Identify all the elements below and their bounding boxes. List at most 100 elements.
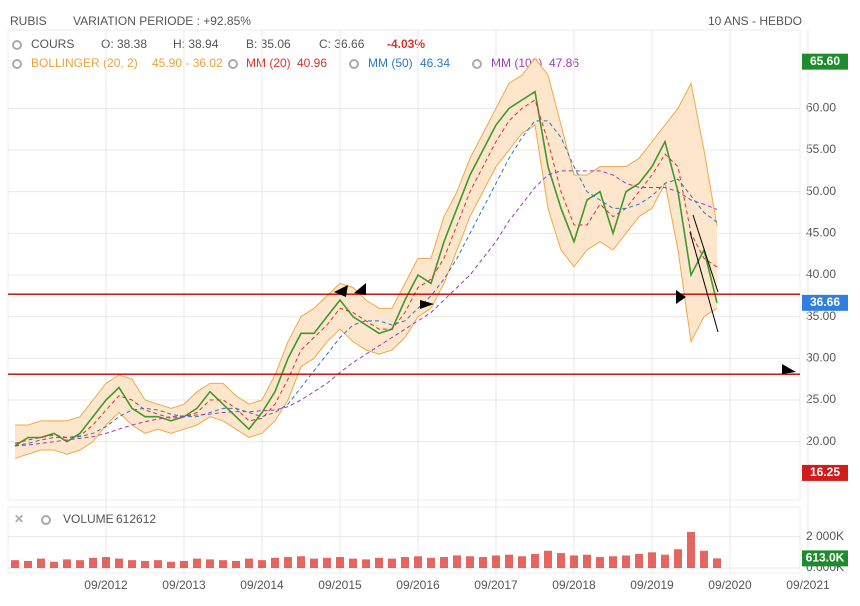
trend-line xyxy=(692,214,719,293)
gear-icon[interactable] xyxy=(349,59,359,69)
price-line xyxy=(14,90,718,447)
legend-high: H: 38.94 xyxy=(173,37,219,51)
x-tick-label: 09/2018 xyxy=(552,578,596,592)
legend-mm100-value: 47.86 xyxy=(549,56,579,70)
x-tick-label: 09/2012 xyxy=(84,578,128,592)
volume-bar xyxy=(609,556,617,568)
price-badge xyxy=(802,464,848,481)
arrow xyxy=(354,283,366,295)
volume-bar xyxy=(596,557,604,568)
arrow xyxy=(676,290,686,304)
x-tick-label: 09/2021 xyxy=(786,578,830,592)
x-tick-label: 09/2019 xyxy=(630,578,674,592)
volume-bar xyxy=(11,560,19,568)
legend-volume-value: 612612 xyxy=(116,512,156,526)
volume-bar xyxy=(479,557,487,568)
y-tick-label: 25.00 xyxy=(806,392,836,406)
volume-bar xyxy=(310,558,318,568)
volume-bar xyxy=(635,553,643,568)
volume-bar xyxy=(219,560,227,568)
bollinger-band xyxy=(15,58,717,459)
legend-open: O: 38.38 xyxy=(101,37,147,51)
volume-bar xyxy=(154,560,162,568)
volume-bar xyxy=(271,557,279,568)
x-tick-label: 09/2017 xyxy=(474,578,518,592)
volume-bar xyxy=(180,560,188,568)
volume-bar xyxy=(466,556,474,568)
volume-bar xyxy=(388,558,396,568)
volume-bar xyxy=(700,550,708,568)
gear-icon[interactable] xyxy=(228,59,238,69)
y-tick-label: 20.00 xyxy=(806,434,836,448)
arrow xyxy=(782,364,796,374)
volume-bar xyxy=(245,558,253,568)
volume-bar xyxy=(349,558,357,568)
volume-tick-label: 2 000K xyxy=(806,529,844,543)
volume-bar xyxy=(102,557,110,568)
x-tick-label: 09/2015 xyxy=(318,578,362,592)
moving-average xyxy=(14,170,718,447)
volume-bar xyxy=(297,556,305,568)
price-badge-label: 16.25 xyxy=(810,465,840,479)
volume-panel xyxy=(7,506,801,574)
volume-bar xyxy=(674,549,682,568)
y-tick-label: 40.00 xyxy=(806,267,836,281)
y-tick-label: 30.00 xyxy=(806,351,836,365)
x-tick-label: 09/2020 xyxy=(708,578,752,592)
moving-average xyxy=(14,99,718,444)
gear-icon[interactable] xyxy=(41,515,51,525)
volume-bar xyxy=(557,553,565,568)
volume-bar xyxy=(76,560,84,568)
volume-bar xyxy=(648,552,656,568)
price-badge-label: 65.60 xyxy=(810,54,840,68)
volume-bar xyxy=(115,558,123,568)
volume-bar xyxy=(336,557,344,568)
price-badge xyxy=(802,294,848,311)
volume-bar xyxy=(440,557,448,568)
volume-bar xyxy=(518,556,526,568)
plot-frame xyxy=(7,29,801,501)
volume-bar xyxy=(206,559,214,568)
volume-badge-label: 613.0K xyxy=(806,551,845,565)
bollinger-upper xyxy=(15,57,718,426)
volume-bar xyxy=(453,555,461,568)
legend-mm50-value: 46.34 xyxy=(420,56,450,70)
volume-bar xyxy=(37,558,45,568)
volume-bar xyxy=(323,557,331,568)
volume-bar xyxy=(401,557,409,568)
close-icon[interactable]: ✕ xyxy=(14,512,24,526)
volume-bar xyxy=(583,554,591,568)
legend-mm20-value: 40.96 xyxy=(297,56,327,70)
price-badge xyxy=(802,53,848,70)
gear-icon[interactable] xyxy=(12,59,22,69)
legend-change: -4.03% xyxy=(387,37,425,51)
legend-bollinger: BOLLINGER (20, 2) xyxy=(31,56,138,70)
arrow xyxy=(334,285,348,297)
volume-bar xyxy=(89,557,97,568)
legend-close: C: 36.66 xyxy=(319,37,365,51)
price-badge-label: 36.66 xyxy=(810,295,840,309)
x-tick-label: 09/2016 xyxy=(396,578,440,592)
volume-bar xyxy=(427,557,435,568)
gear-icon[interactable] xyxy=(472,59,482,69)
volume-bar xyxy=(63,559,71,568)
volume-bar xyxy=(713,558,721,568)
y-tick-label: 45.00 xyxy=(806,226,836,240)
y-tick-label: 35.00 xyxy=(806,309,836,323)
variation: VARIATION PERIODE : +92.85% xyxy=(73,14,251,28)
arrow xyxy=(420,300,434,309)
volume-bar xyxy=(167,561,175,568)
x-tick-label: 09/2013 xyxy=(162,578,206,592)
gear-icon[interactable] xyxy=(12,40,22,50)
trend-line xyxy=(689,231,719,333)
volume-bar xyxy=(505,554,513,568)
volume-bar xyxy=(362,559,370,568)
volume-bar xyxy=(50,561,58,568)
ticker: RUBIS xyxy=(10,14,47,28)
legend-low: B: 35.06 xyxy=(246,37,291,51)
volume-bar xyxy=(258,560,266,568)
period: 10 ANS - HEBDO xyxy=(708,14,802,28)
volume-bar xyxy=(284,557,292,568)
volume-bar xyxy=(141,560,149,568)
